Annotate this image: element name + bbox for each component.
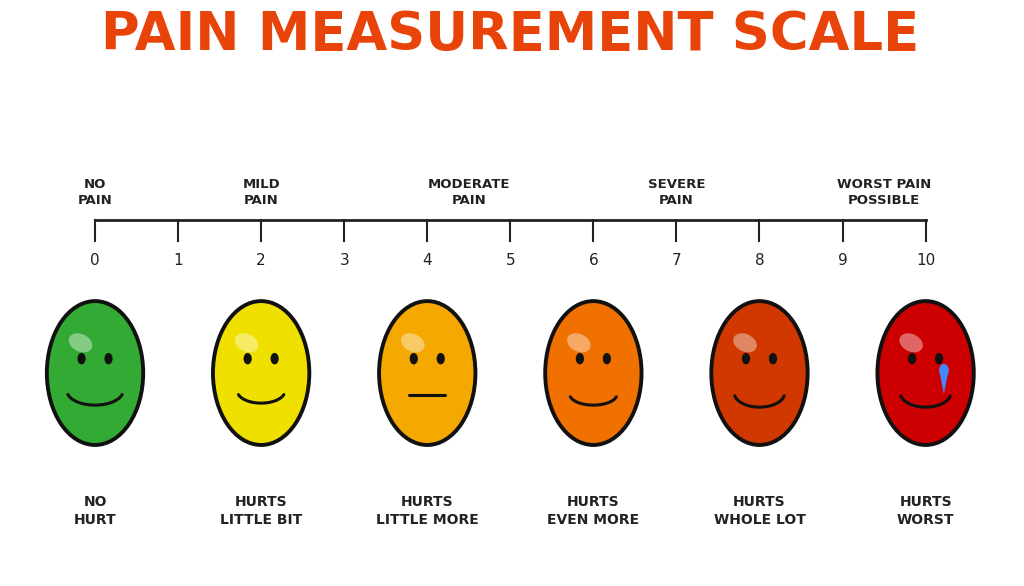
Ellipse shape: [939, 364, 948, 376]
Ellipse shape: [47, 301, 143, 445]
Ellipse shape: [69, 333, 92, 352]
Ellipse shape: [733, 333, 757, 352]
Ellipse shape: [878, 301, 974, 445]
Text: 7: 7: [672, 254, 681, 268]
Text: MILD
PAIN: MILD PAIN: [243, 178, 280, 207]
Text: PAIN MEASUREMENT SCALE: PAIN MEASUREMENT SCALE: [101, 9, 920, 60]
Text: SEVERE
PAIN: SEVERE PAIN: [647, 178, 706, 207]
Text: 3: 3: [339, 254, 349, 268]
Ellipse shape: [899, 333, 923, 352]
Text: 5: 5: [506, 254, 515, 268]
Ellipse shape: [379, 301, 475, 445]
Text: 2: 2: [256, 254, 266, 268]
Ellipse shape: [78, 353, 86, 364]
Ellipse shape: [401, 333, 425, 352]
Ellipse shape: [104, 353, 113, 364]
Text: WORST PAIN
POSSIBLE: WORST PAIN POSSIBLE: [837, 178, 931, 207]
Text: HURTS
LITTLE MORE: HURTS LITTLE MORE: [376, 495, 478, 527]
Ellipse shape: [769, 353, 777, 364]
Text: 6: 6: [589, 254, 598, 268]
Ellipse shape: [712, 301, 808, 445]
Ellipse shape: [742, 353, 751, 364]
Text: NO
HURT: NO HURT: [74, 495, 117, 527]
Ellipse shape: [908, 353, 916, 364]
Text: HURTS
EVEN MORE: HURTS EVEN MORE: [547, 495, 639, 527]
Ellipse shape: [575, 353, 584, 364]
Text: 0: 0: [90, 254, 99, 268]
Ellipse shape: [935, 353, 943, 364]
Text: HURTS
LITTLE BIT: HURTS LITTLE BIT: [220, 495, 302, 527]
Ellipse shape: [244, 353, 252, 364]
Text: 1: 1: [173, 254, 183, 268]
Ellipse shape: [603, 353, 611, 364]
Text: 9: 9: [838, 254, 848, 268]
Ellipse shape: [410, 353, 418, 364]
Text: HURTS
WORST: HURTS WORST: [897, 495, 954, 527]
Ellipse shape: [270, 353, 279, 364]
Text: 8: 8: [755, 254, 764, 268]
Polygon shape: [939, 370, 948, 394]
Ellipse shape: [436, 353, 444, 364]
Text: NO
PAIN: NO PAIN: [78, 178, 113, 207]
Text: MODERATE
PAIN: MODERATE PAIN: [428, 178, 510, 207]
Ellipse shape: [213, 301, 309, 445]
Ellipse shape: [567, 333, 591, 352]
Ellipse shape: [545, 301, 642, 445]
Text: 10: 10: [916, 254, 935, 268]
Text: 4: 4: [423, 254, 432, 268]
Ellipse shape: [234, 333, 258, 352]
Text: HURTS
WHOLE LOT: HURTS WHOLE LOT: [714, 495, 806, 527]
